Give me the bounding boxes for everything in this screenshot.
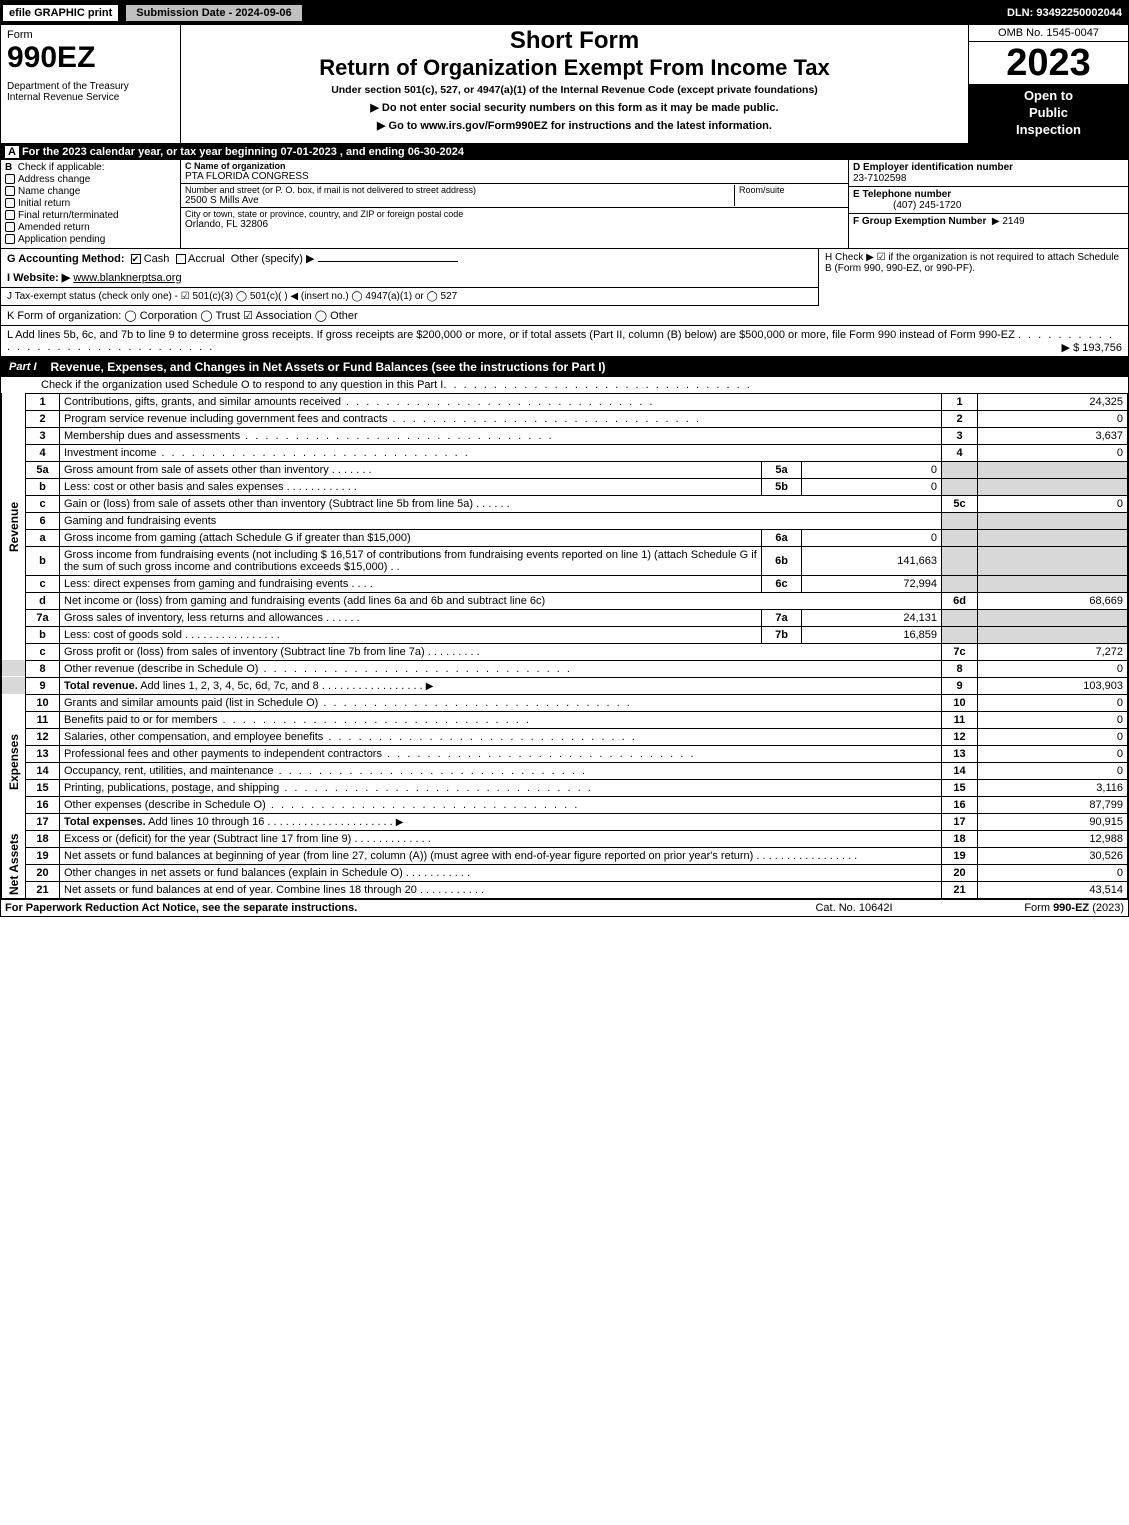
tax-year: 2023	[969, 42, 1128, 84]
line12-amount: 0	[978, 728, 1128, 745]
line13-amount: 0	[978, 745, 1128, 762]
line8-amount: 0	[978, 660, 1128, 677]
line17-amount: 90,915	[978, 813, 1128, 830]
i-label: I Website: ▶	[7, 272, 70, 284]
chk-cash[interactable]	[131, 254, 141, 264]
top-bar: efile GRAPHIC print Submission Date - 20…	[1, 1, 1128, 25]
section-c: C Name of organization PTA FLORIDA CONGR…	[181, 160, 848, 248]
section-l: L Add lines 5b, 6c, and 7b to line 9 to …	[1, 326, 1128, 357]
section-h: H Check ▶ ☑ if the organization is not r…	[818, 249, 1128, 306]
street-value: 2500 S Mills Ave	[185, 195, 734, 206]
line3-amount: 3,637	[978, 427, 1128, 444]
chk-amended-return[interactable]: Amended return	[5, 222, 176, 233]
section-k: K Form of organization: ◯ Corporation ◯ …	[1, 306, 1128, 326]
chk-name-change[interactable]: Name change	[5, 186, 176, 197]
line9-amount: 103,903	[978, 677, 1128, 694]
line16-amount: 87,799	[978, 796, 1128, 813]
line19-amount: 30,526	[978, 847, 1128, 864]
line15-amount: 3,116	[978, 779, 1128, 796]
open-inspection: Open to Public Inspection	[969, 84, 1128, 143]
org-name-label: C Name of organization	[185, 161, 844, 171]
chk-final-return[interactable]: Final return/terminated	[5, 210, 176, 221]
line5a-amount: 0	[802, 461, 942, 478]
line7a-amount: 24,131	[802, 609, 942, 626]
footer: For Paperwork Reduction Act Notice, see …	[1, 899, 1128, 916]
line1-amount: 24,325	[978, 393, 1128, 410]
website-link[interactable]: www.blanknerptsa.org	[73, 272, 181, 284]
line7c-amount: 7,272	[978, 643, 1128, 660]
line20-amount: 0	[978, 864, 1128, 881]
chk-application-pending[interactable]: Application pending	[5, 234, 176, 245]
city-value: Orlando, FL 32806	[185, 219, 844, 230]
efile-label: efile GRAPHIC print	[1, 3, 120, 23]
under-section: Under section 501(c), 527, or 4947(a)(1)…	[187, 84, 962, 96]
line6c-amount: 72,994	[802, 575, 942, 592]
dln-label: DLN: 93492250002044	[1007, 7, 1128, 19]
expenses-side-label: Expenses	[2, 694, 26, 830]
omb-number: OMB No. 1545-0047	[969, 25, 1128, 42]
chk-initial-return[interactable]: Initial return	[5, 198, 176, 209]
ssn-warning: ▶ Do not enter social security numbers o…	[187, 101, 962, 114]
line-a: AFor the 2023 calendar year, or tax year…	[1, 144, 1128, 160]
chk-address-change[interactable]: Address change	[5, 174, 176, 185]
form-number: 990EZ	[7, 41, 174, 75]
financial-table: Revenue 1 Contributions, gifts, grants, …	[1, 393, 1128, 899]
street-label: Number and street (or P. O. box, if mail…	[185, 185, 734, 195]
g-label: G Accounting Method:	[7, 253, 125, 265]
gross-receipts: ▶ $ 193,756	[1062, 341, 1122, 354]
chk-accrual[interactable]	[176, 254, 186, 264]
line21-amount: 43,514	[978, 881, 1128, 898]
form-title: Return of Organization Exempt From Incom…	[187, 55, 962, 81]
section-d: D Employer identification number 23-7102…	[848, 160, 1128, 248]
room-label: Room/suite	[739, 185, 844, 195]
line6d-amount: 68,669	[978, 592, 1128, 609]
line2-amount: 0	[978, 410, 1128, 427]
line5c-amount: 0	[978, 495, 1128, 512]
line14-amount: 0	[978, 762, 1128, 779]
line11-amount: 0	[978, 711, 1128, 728]
city-label: City or town, state or province, country…	[185, 209, 844, 219]
part1-sub: Check if the organization used Schedule …	[1, 377, 1128, 393]
netassets-side-label: Net Assets	[2, 830, 26, 898]
submission-date: Submission Date - 2024-09-06	[124, 3, 303, 23]
line5b-amount: 0	[802, 478, 942, 495]
tel-label: E Telephone number	[853, 189, 951, 200]
line4-amount: 0	[978, 444, 1128, 461]
org-name: PTA FLORIDA CONGRESS	[185, 171, 844, 182]
form-word: Form	[7, 29, 174, 41]
line6a-amount: 0	[802, 529, 942, 546]
footer-catno: Cat. No. 10642I	[764, 902, 944, 914]
footer-formref: Form 990-EZ (2023)	[944, 902, 1124, 914]
line7b-amount: 16,859	[802, 626, 942, 643]
short-form-title: Short Form	[187, 27, 962, 55]
group-exemption-label: F Group Exemption Number	[853, 216, 986, 227]
dept-label: Department of the Treasury	[7, 81, 174, 92]
line6b-amount: 141,663	[802, 546, 942, 575]
ein-value: 23-7102598	[853, 173, 906, 184]
group-exemption-value: ▶ 2149	[992, 216, 1025, 227]
line18-amount: 12,988	[978, 830, 1128, 847]
section-j: J Tax-exempt status (check only one) - ☑…	[1, 288, 818, 306]
goto-link[interactable]: ▶ Go to www.irs.gov/Form990EZ for instru…	[187, 119, 962, 132]
footer-left: For Paperwork Reduction Act Notice, see …	[5, 902, 764, 914]
section-b: B Check if applicable: Address change Na…	[1, 160, 181, 248]
part1-header: Part I Revenue, Expenses, and Changes in…	[1, 357, 1128, 377]
line10-amount: 0	[978, 694, 1128, 711]
tel-value: (407) 245-1720	[853, 200, 961, 211]
revenue-side-label: Revenue	[2, 393, 26, 660]
ein-label: D Employer identification number	[853, 162, 1013, 173]
irs-label: Internal Revenue Service	[7, 92, 174, 103]
